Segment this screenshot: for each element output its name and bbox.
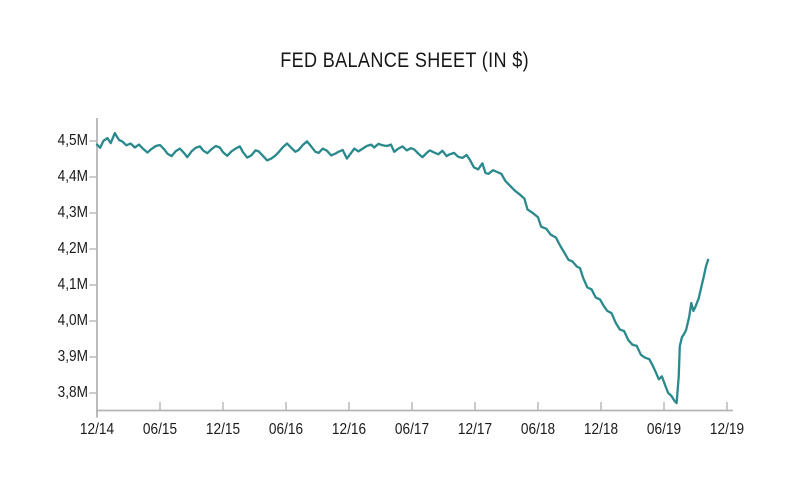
y-tick-label: 3,9M [57,347,88,365]
y-tick-label: 4,4M [57,167,88,185]
chart-title: FED BALANCE SHEET (IN $) [0,49,810,73]
x-tick-label: 12/17 [457,421,493,438]
x-tick-label: 06/17 [394,421,430,438]
x-tick-label: 06/15 [142,421,178,438]
x-tick-label: 12/14 [79,421,115,438]
y-axis-ticks [89,140,97,394]
y-tick-label: 4,2M [57,239,88,257]
x-tick-label: 12/16 [331,421,367,438]
y-tick-label: 4,3M [57,203,88,221]
y-tick-label: 4,0M [57,311,88,329]
balance-sheet-line [95,131,710,405]
x-tick-label: 12/19 [709,421,745,438]
y-tick-label: 4,1M [57,275,88,293]
chart-title-text: FED BALANCE SHEET (IN $) [280,49,530,72]
x-tick-label: 12/15 [205,421,241,438]
x-tick-label: 06/18 [520,421,556,438]
x-tick-label: 12/18 [583,421,619,438]
x-tick-label: 06/19 [646,421,682,438]
x-tick-label: 06/16 [268,421,304,438]
y-tick-label: 3,8M [57,383,88,401]
y-tick-label: 4,5M [57,131,88,149]
